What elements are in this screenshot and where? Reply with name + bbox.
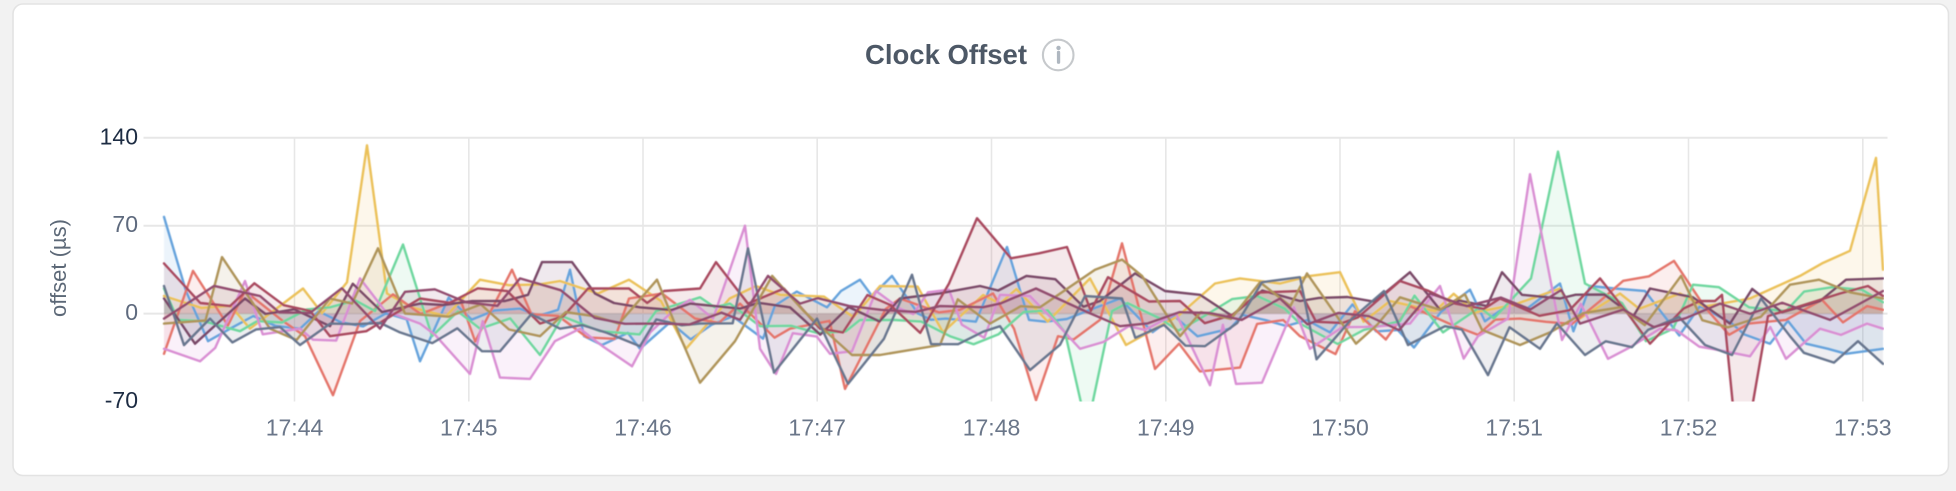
svg-text:17:50: 17:50 [1311,415,1369,441]
svg-text:17:45: 17:45 [440,415,498,441]
svg-text:0: 0 [125,299,138,325]
svg-text:-70: -70 [105,387,138,413]
svg-text:17:47: 17:47 [788,415,846,441]
svg-text:Clock Offset: Clock Offset [865,39,1027,70]
svg-text:17:44: 17:44 [266,415,324,441]
svg-text:17:48: 17:48 [963,415,1021,441]
svg-text:17:53: 17:53 [1834,415,1892,441]
svg-text:17:51: 17:51 [1485,415,1543,441]
svg-text:offset (µs): offset (µs) [46,219,71,317]
svg-text:70: 70 [112,211,138,237]
svg-text:17:49: 17:49 [1137,415,1195,441]
svg-text:17:46: 17:46 [614,415,672,441]
svg-text:140: 140 [100,123,138,149]
svg-text:17:52: 17:52 [1660,415,1718,441]
